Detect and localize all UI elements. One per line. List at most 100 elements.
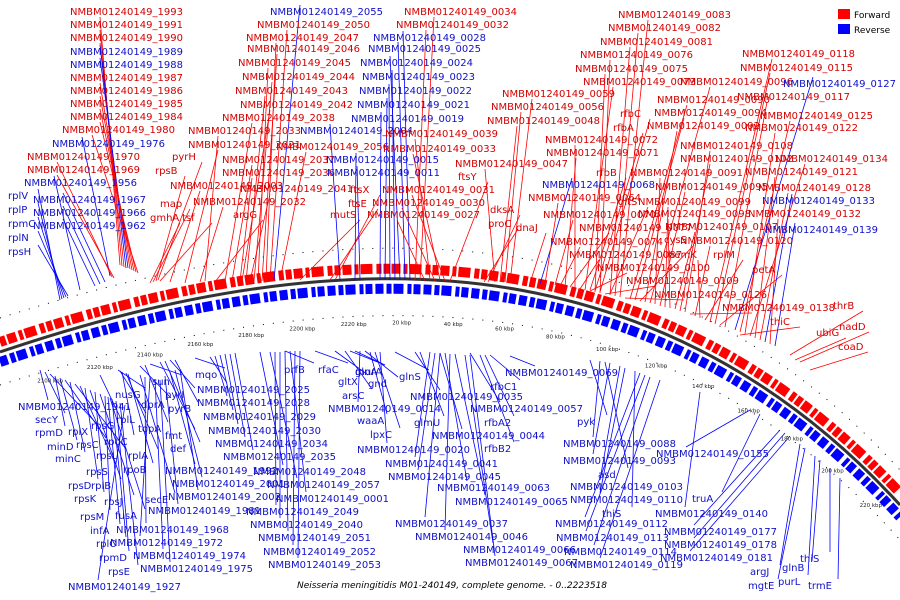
gene-label: NMBM01240149_0025 [368,44,481,55]
leader-line [484,354,515,417]
leader-line [619,19,649,298]
gene-label: rpmC [8,219,35,230]
leader-line [589,177,627,291]
legend-reverse-swatch [838,24,850,34]
leader-line [37,230,67,298]
position-tick-label: 40 kbp [444,322,463,328]
gene-label: NMBM01240149_0128 [758,183,871,194]
gene-label: rpmD [99,553,127,564]
leader-line [234,352,254,451]
leader-line [837,477,841,580]
position-ticks: 2100 kbp 2120 kbp 2140 kbp 2160 kbp 2180 kbp… [37,321,882,509]
position-tick-label: 120 kbp [645,363,668,369]
leader-line [199,206,224,283]
position-tick-label: 2180 kbp [238,333,264,339]
leader-line [579,259,600,290]
leader-line [654,177,661,305]
gene-label: rpmD [35,428,63,439]
leader-line [239,177,253,282]
leader-line [444,352,468,482]
gene-label: NMBM01240149_1968 [116,525,229,536]
leader-line [91,134,139,274]
gene-label: rpsK [74,494,97,505]
gene-label: NMBM01240149_2044 [242,72,355,83]
gene-label: NMBM01240149_2040 [250,520,363,531]
gene-label: NMBM01240149_1969 [27,165,140,176]
gene-label: ubiG [816,328,839,339]
gene-label: NMBM01240149_0077 [579,223,692,234]
gene-label: secY [35,415,59,426]
gene-label: NMBM01240149_2029 [203,412,316,423]
leader-line [314,350,349,364]
leader-line [679,163,711,312]
leader-line [593,376,651,546]
gene-label: NMBM01240149_2053 [268,560,381,571]
position-tick-label: 60 kbp [495,326,514,332]
leader-line [585,374,646,532]
gene-label: NMBM01240149_0030 [372,198,485,209]
gene-label: NMBM01240149_0112 [555,519,668,530]
gene-label: NMBM01240149_0082 [608,23,721,34]
gene-label: NMBM01240149_0099 [638,197,751,208]
leader-line [94,391,105,493]
gene-label: NMBM01240149_0107 [665,222,778,233]
gene-label: arsC [342,391,364,402]
leader-line [644,130,678,303]
leader-line [231,164,253,282]
leader-line [209,356,228,384]
position-tick-label: 200 kbp [821,468,844,474]
leader-line [152,208,191,283]
leader-line [396,219,426,282]
leader-line [292,350,296,546]
gene-label: rplB [91,481,111,492]
gene-label: glmU [414,418,440,429]
leader-line [157,161,203,281]
gene-label: lpxC [370,430,392,441]
gene-label: NMBM01240149_0090 [657,95,770,106]
gene-label: rfbB2 [484,444,511,455]
leader-line [693,432,786,539]
gene-label: minD [47,442,74,453]
leader-line [811,459,821,562]
leader-line [807,455,816,576]
gene-label: rpsM [80,512,104,523]
leader-line [412,153,441,281]
leader-line [664,206,669,308]
gene-label: NMBM01240149_1927 [68,582,181,593]
leader-line [774,222,796,347]
gene-label: secE [145,495,168,506]
gene-label: argG [233,210,257,221]
leader-line [721,413,761,493]
leader-line [388,83,391,281]
gene-label: NMBM01240149_1956 [24,178,137,189]
leader-line [245,95,266,282]
leader-line [269,351,298,479]
gene-label: NMBM01240149_0019 [351,114,464,125]
gene-label: NMBM01240149_0071 [546,148,659,159]
gene-label: NMBM01240149_0046 [415,532,528,543]
gene-label: purL [778,577,801,588]
gene-label: NMBM01240149_0074 [550,237,663,248]
leader-line [37,188,61,301]
leader-line [144,364,169,423]
leader-line [111,398,127,538]
gene-label: NMBM01240149_2036 [222,168,335,179]
leader-line [356,165,361,281]
leader-line [789,310,864,356]
gene-label: NMBM01240149_0127 [783,79,896,90]
gene-label: NMBM01240149_0110 [570,495,683,506]
leader-line [667,218,671,309]
leader-line [81,136,111,277]
leader-line [402,30,411,281]
gene-label: thrB [833,301,854,312]
legend: Forward Reverse [838,9,891,36]
gene-label: NMBM01240149_2035 [223,452,336,463]
leader-line [419,351,445,417]
gene-label: NMBM01240149_1980 [62,125,175,136]
position-tick-label: 2120 kbp [87,365,113,371]
label-leader-lines [37,4,870,581]
gene-label: fmt [165,431,182,442]
gene-label: NMBM01240149_0126 [654,290,767,301]
gene-label: rplA [128,451,148,462]
leader-line [759,192,789,341]
